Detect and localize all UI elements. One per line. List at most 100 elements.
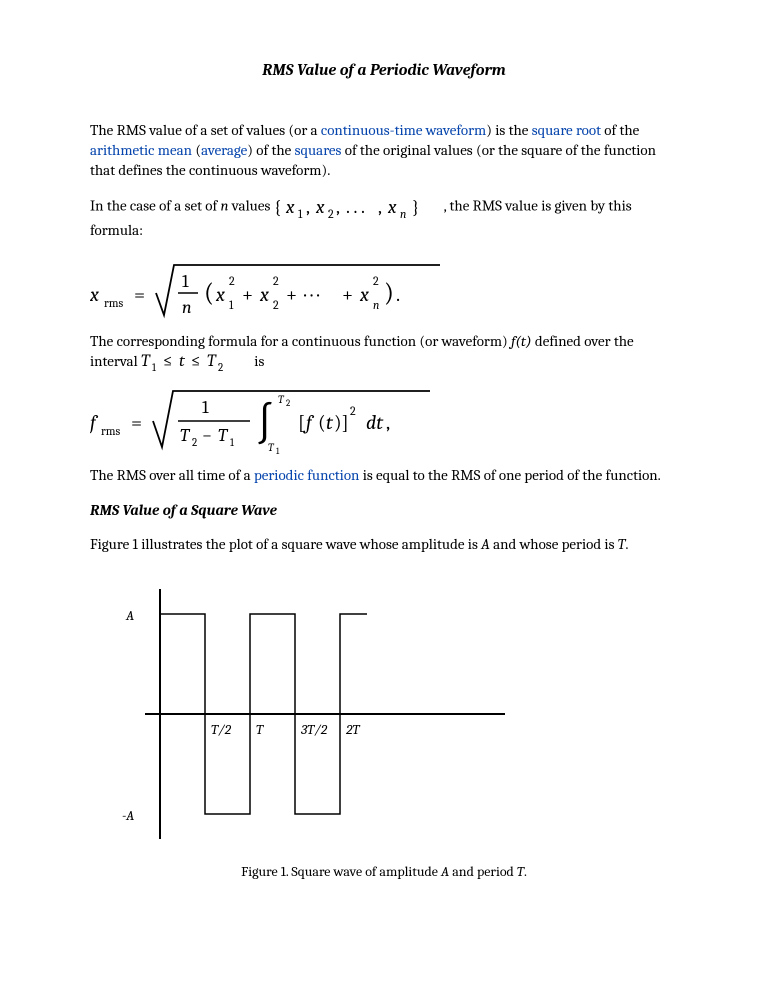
svg-text:2T: 2T <box>345 721 360 738</box>
var-ft: f(t) <box>511 332 532 350</box>
paragraph-4: The RMS over all time of a periodic func… <box>90 465 678 485</box>
svg-text:A: A <box>125 607 134 624</box>
svg-text:rms: rms <box>101 424 121 438</box>
figure-1: A -A T/2 T 3T/2 2T Figure 1. Square wave of a… <box>90 584 678 882</box>
svg-text:2: 2 <box>350 404 356 418</box>
svg-text:(: ( <box>204 278 214 308</box>
figure-1-caption: Figure 1. Square wave of amplitude A and… <box>90 863 678 882</box>
text: and period <box>449 863 517 880</box>
paragraph-2: In the case of a set of n values { x1 , … <box>90 194 678 240</box>
text: . <box>625 535 628 553</box>
paragraph-1: The RMS value of a set of values (or a c… <box>90 120 678 181</box>
svg-text:≤: ≤ <box>191 352 200 371</box>
text: The RMS over all time of a <box>90 466 254 484</box>
svg-text:,: , <box>378 196 382 218</box>
svg-text:1: 1 <box>202 397 209 418</box>
svg-text:. . .: . . . <box>346 196 365 218</box>
svg-text:+: + <box>342 283 353 306</box>
svg-text:≤: ≤ <box>163 352 172 371</box>
link-average[interactable]: average <box>201 141 247 159</box>
page-title: RMS Value of a Periodic Waveform <box>90 60 678 82</box>
svg-text:2: 2 <box>328 207 334 220</box>
svg-text:=: = <box>134 283 145 306</box>
svg-text:x: x <box>259 283 269 306</box>
paragraph-5: Figure 1 illustrates the plot of a squar… <box>90 534 678 554</box>
link-continuous-time-waveform[interactable]: continuous-time waveform <box>321 121 486 139</box>
text: is equal to the RMS of one period of the… <box>359 466 660 484</box>
svg-text:x: x <box>90 283 99 306</box>
text: The corresponding formula for a continuo… <box>90 332 511 350</box>
svg-text:2: 2 <box>286 399 290 409</box>
svg-text:2: 2 <box>273 274 279 288</box>
text: and whose period is <box>490 535 618 553</box>
svg-text:,: , <box>386 411 390 434</box>
svg-text:T: T <box>256 721 264 738</box>
subheading-square-wave: RMS Value of a Square Wave <box>90 500 678 520</box>
svg-text:T/2: T/2 <box>211 721 232 738</box>
svg-text:1: 1 <box>298 207 303 220</box>
svg-text:1: 1 <box>182 271 189 292</box>
svg-text:x: x <box>359 283 369 306</box>
svg-text:x: x <box>315 196 325 218</box>
equation-1: x rms = 1 n ( x 2 1 + x 2 2 + · · · <box>90 255 678 327</box>
svg-text:=: = <box>131 411 142 434</box>
svg-text:f: f <box>90 411 99 434</box>
link-squares[interactable]: squares <box>295 141 342 159</box>
svg-text:−: − <box>202 425 212 446</box>
var-A: A <box>481 535 490 553</box>
text: The RMS value of a set of values (or a <box>90 121 321 139</box>
svg-text:.: . <box>396 283 400 306</box>
svg-text:x: x <box>285 196 295 218</box>
svg-text:1: 1 <box>229 298 234 312</box>
svg-text:T: T <box>268 441 275 454</box>
svg-text:· · ·: · · · <box>304 283 320 306</box>
svg-text:{: { <box>274 196 281 218</box>
svg-text:}: } <box>412 196 419 218</box>
svg-text:n: n <box>182 297 192 318</box>
svg-text:t: t <box>326 411 334 434</box>
svg-text:dt: dt <box>366 411 384 434</box>
svg-text:)]: )] <box>334 411 349 434</box>
svg-text:2: 2 <box>373 274 379 288</box>
svg-text:n: n <box>400 207 406 220</box>
svg-text:-A: -A <box>122 807 134 824</box>
text: ) is the <box>486 121 531 139</box>
svg-text:): ) <box>384 278 394 308</box>
svg-text:1: 1 <box>276 447 280 457</box>
svg-text:T: T <box>218 425 229 446</box>
equation-2: f rms = 1 T2 − T1 ∫ T2 T1 [ f ( t <box>90 379 678 461</box>
svg-text:t: t <box>179 352 186 371</box>
svg-text:,: , <box>336 196 340 218</box>
text: Figure 1. Square wave of amplitude <box>241 863 441 880</box>
text: of the <box>601 121 639 139</box>
svg-text:2: 2 <box>218 361 223 373</box>
svg-text:2: 2 <box>229 274 235 288</box>
svg-text:(: ( <box>318 411 326 434</box>
svg-text:+: + <box>242 283 253 306</box>
text: Figure 1 illustrates the plot of a squar… <box>90 535 481 553</box>
caption-var-T: T <box>517 863 524 880</box>
text: is <box>251 352 264 370</box>
text: In the case of a set of <box>90 197 221 215</box>
svg-text:T: T <box>207 352 217 371</box>
svg-text:x: x <box>215 283 225 306</box>
text: . <box>524 863 527 880</box>
svg-text:T: T <box>278 393 285 406</box>
link-square-root[interactable]: square root <box>532 121 601 139</box>
svg-text:1: 1 <box>152 361 157 373</box>
svg-text:+: + <box>286 283 297 306</box>
inline-interval-formula: T1 ≤ t ≤ T2 <box>141 351 251 373</box>
caption-var-A: A <box>441 863 449 880</box>
svg-text:T: T <box>141 352 151 371</box>
svg-text:rms: rms <box>104 296 124 310</box>
link-arithmetic-mean[interactable]: arithmetic mean <box>90 141 192 159</box>
svg-text:x: x <box>387 196 397 218</box>
svg-text:2: 2 <box>273 298 279 312</box>
svg-text:T: T <box>180 425 191 446</box>
link-periodic-function[interactable]: periodic function <box>254 466 359 484</box>
text: values <box>228 197 273 215</box>
svg-text:n: n <box>373 298 379 312</box>
square-wave-plot: A -A T/2 T 3T/2 2T <box>90 584 510 844</box>
svg-text:3T/2: 3T/2 <box>300 721 328 738</box>
svg-text:2: 2 <box>192 436 197 449</box>
